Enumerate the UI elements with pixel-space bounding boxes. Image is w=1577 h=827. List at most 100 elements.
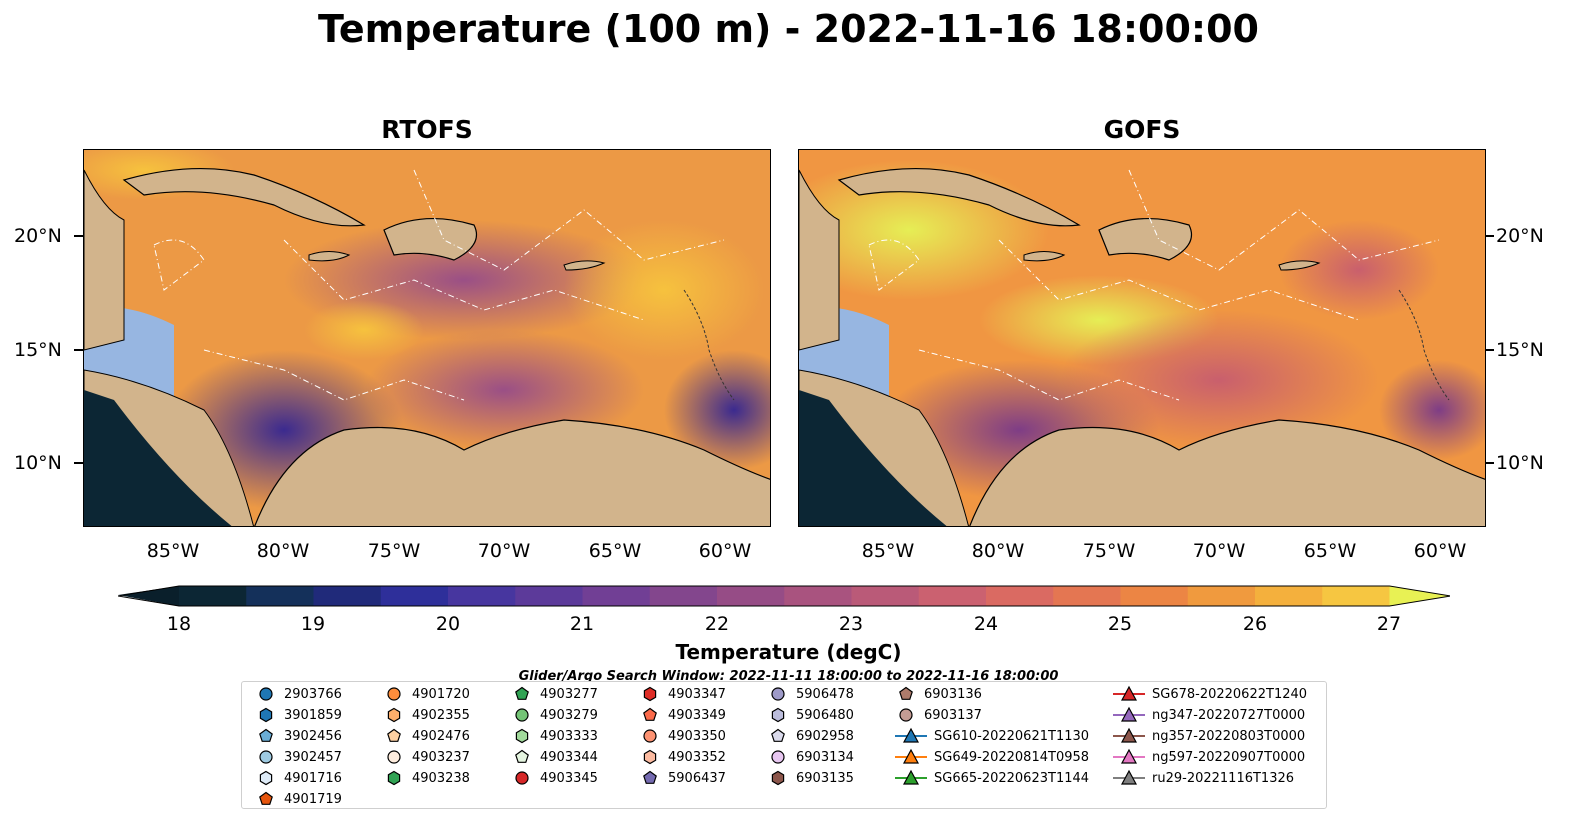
legend-marker-icon [643, 749, 657, 765]
colorbar-segment [986, 586, 1054, 606]
colorbar-tick: 23 [838, 613, 864, 635]
legend-item-label: 6903135 [796, 770, 854, 786]
colorbar-extend-low [118, 586, 179, 606]
legend-item-label: 2903766 [284, 686, 342, 702]
legend-marker-icon [899, 708, 913, 722]
colorbar-segment [246, 586, 315, 606]
legend-item: 4903345 [510, 768, 598, 788]
colorbar-segment [717, 586, 785, 606]
gofs-panel-title: GOFS [1103, 115, 1181, 144]
legend-item: 3902457 [254, 747, 342, 767]
colorbar-segment [1322, 586, 1391, 606]
legend-item-label: 3902457 [284, 749, 342, 765]
legend-item: 4903333 [510, 726, 598, 746]
gofs-ytick: 15°N [1496, 339, 1544, 361]
colorbar-outline [118, 585, 1450, 607]
legend-marker-icon [1113, 706, 1145, 722]
legend-item: ng597-20220907T0000 [1112, 747, 1305, 767]
colorbar-segment [448, 586, 516, 606]
legend-item: 5906437 [638, 768, 726, 788]
legend-marker-icon [259, 707, 273, 723]
colorbar-segment [918, 586, 987, 606]
legend-marker-icon [1113, 727, 1145, 743]
legend-marker-icon [515, 749, 529, 763]
legend-item: 4901719 [254, 789, 342, 809]
legend-item-label: 5906478 [796, 686, 854, 702]
legend-item-label: 4901719 [284, 791, 342, 807]
legend-item: 4903279 [510, 705, 598, 725]
legend-item-label: ng347-20220727T0000 [1152, 707, 1306, 723]
legend-item: SG678-20220622T1240 [1112, 684, 1307, 704]
legend-marker-icon [899, 686, 913, 700]
legend-item-label: 4901720 [412, 686, 470, 702]
legend-marker-icon [387, 728, 401, 742]
legend-item-label: 4903237 [412, 749, 470, 765]
rtofs-xtick: 85°W [146, 540, 200, 562]
legend-item: 6903137 [894, 705, 982, 725]
legend-item: 3901859 [254, 705, 342, 725]
legend-item-label: 6903134 [796, 749, 854, 765]
colorbar-segment [649, 586, 718, 606]
legend-marker-icon [643, 770, 657, 784]
legend-marker-icon [771, 728, 785, 742]
legend-item-label: 4903350 [668, 728, 726, 744]
legend-item: ng347-20220727T0000 [1112, 705, 1305, 725]
colorbar-tick: 26 [1242, 613, 1268, 635]
legend-item-label: 4903277 [540, 686, 598, 702]
tick-mark [74, 235, 83, 237]
legend-item-label: ng357-20220803T0000 [1152, 728, 1306, 744]
legend-item-label: 4903345 [540, 770, 598, 786]
tick-mark [1485, 462, 1494, 464]
legend-item-label: 5906480 [796, 707, 854, 723]
colorbar-segment [179, 586, 247, 606]
gofs-xtick: 65°W [1303, 540, 1357, 562]
legend-marker-icon [387, 707, 401, 723]
rtofs-xtick: 75°W [367, 540, 421, 562]
legend: 2903766 3901859 3902456 3902457 4901716 49017… [241, 681, 1327, 809]
figure-title: Temperature (100 m) - 2022-11-16 18:00:0… [317, 7, 1259, 51]
gofs-xtick: 85°W [861, 540, 915, 562]
colorbar-tick: 25 [1107, 613, 1133, 635]
legend-marker-icon [771, 770, 785, 786]
legend-item-label: 3901859 [284, 707, 342, 723]
colorbar-segment [1053, 586, 1122, 606]
colorbar [118, 585, 1450, 607]
rtofs-ytick: 10°N [14, 452, 62, 474]
legend-item-label: SG610-20220621T1130 [934, 728, 1090, 744]
legend-marker-icon [895, 727, 927, 743]
legend-item: 4901720 [382, 684, 470, 704]
legend-item: ru29-20221116T1326 [1112, 768, 1294, 788]
colorbar-segment [1120, 586, 1189, 606]
legend-item-label: 4903333 [540, 728, 598, 744]
rtofs-xtick: 60°W [698, 540, 752, 562]
colorbar-tick: 18 [166, 613, 192, 635]
gofs-map [798, 149, 1486, 527]
tick-mark [74, 349, 83, 351]
legend-item: SG665-20220623T1144 [894, 768, 1089, 788]
legend-item: 4903350 [638, 726, 726, 746]
legend-marker-icon [643, 686, 657, 702]
legend-marker-icon [387, 770, 401, 786]
rtofs-map [83, 149, 771, 527]
legend-item: 5906478 [766, 684, 854, 704]
colorbar-tick: 20 [435, 613, 461, 635]
rtofs-xtick: 70°W [477, 540, 531, 562]
legend-item: 4902355 [382, 705, 470, 725]
legend-item-label: 4903349 [668, 707, 726, 723]
rtofs-ytick: 15°N [14, 339, 62, 361]
legend-item: 4903352 [638, 747, 726, 767]
legend-item: 4903347 [638, 684, 726, 704]
legend-marker-icon [771, 750, 785, 764]
legend-marker-icon [1113, 769, 1145, 785]
colorbar-tick: 27 [1376, 613, 1402, 635]
search-window-note: Glider/Argo Search Window: 2022-11-11 18… [518, 669, 1059, 683]
legend-marker-icon [515, 708, 529, 722]
legend-marker-icon [1113, 748, 1145, 764]
legend-marker-icon [771, 707, 785, 723]
legend-item: 6903135 [766, 768, 854, 788]
legend-item-label: SG665-20220623T1144 [934, 770, 1090, 786]
gofs-xtick: 60°W [1413, 540, 1467, 562]
legend-marker-icon [895, 748, 927, 764]
legend-marker-icon [387, 750, 401, 764]
legend-item-label: ru29-20221116T1326 [1152, 770, 1295, 786]
